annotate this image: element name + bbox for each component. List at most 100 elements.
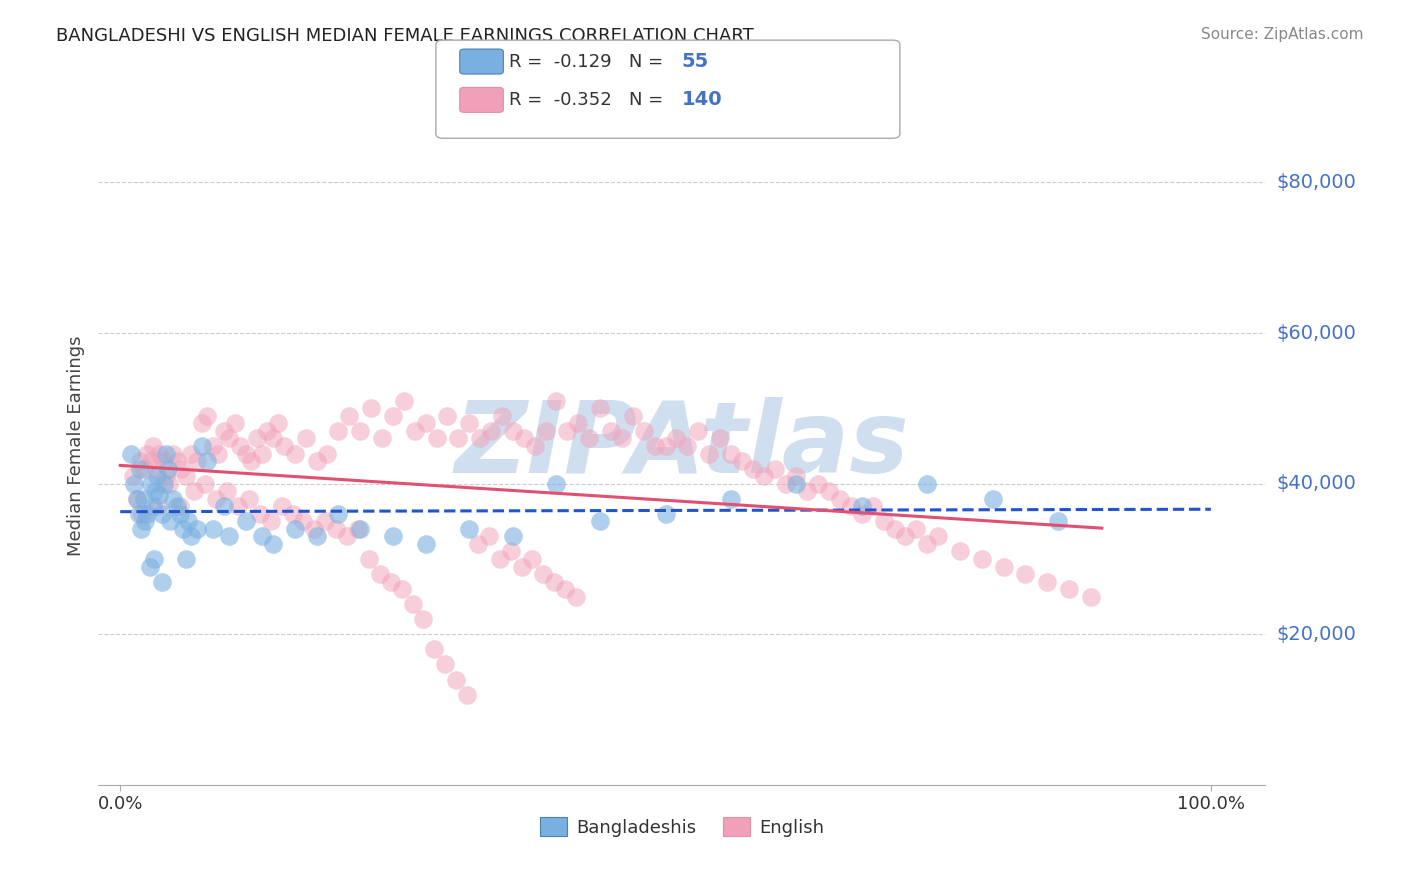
Point: [125, 491, 148, 506]
Point: [458, 522, 481, 536]
Point: [917, 476, 939, 491]
Point: [415, 537, 437, 551]
Point: [873, 514, 896, 528]
Point: [709, 432, 731, 446]
Point: [510, 559, 533, 574]
Point: [180, 446, 202, 460]
Point: [129, 522, 152, 536]
Point: [371, 432, 394, 446]
Point: [142, 500, 165, 514]
Point: [250, 446, 273, 460]
Text: 55: 55: [682, 52, 709, 71]
Point: [752, 469, 775, 483]
Point: [970, 552, 993, 566]
Point: [316, 446, 339, 460]
Point: [785, 469, 807, 483]
Point: [205, 491, 228, 506]
Point: [425, 432, 447, 446]
Point: [531, 567, 554, 582]
Point: [284, 446, 307, 460]
Point: [401, 597, 423, 611]
Point: [578, 432, 600, 446]
Point: [862, 500, 884, 514]
Point: [134, 514, 156, 528]
Point: [565, 590, 588, 604]
Point: [328, 507, 350, 521]
Point: [128, 461, 150, 475]
Point: [796, 484, 818, 499]
Text: BANGLADESHI VS ENGLISH MEDIAN FEMALE EARNINGS CORRELATION CHART: BANGLADESHI VS ENGLISH MEDIAN FEMALE EAR…: [56, 27, 754, 45]
Point: [347, 522, 370, 536]
Point: [142, 439, 165, 453]
Point: [197, 409, 219, 423]
Point: [851, 500, 873, 514]
Point: [122, 469, 145, 483]
Point: [305, 529, 328, 543]
Point: [146, 469, 169, 483]
Point: [169, 500, 191, 514]
Point: [357, 552, 380, 566]
Point: [927, 529, 949, 543]
Point: [159, 514, 181, 528]
Point: [412, 612, 434, 626]
Point: [136, 446, 159, 460]
Point: [131, 507, 153, 521]
Point: [186, 454, 208, 468]
Point: [267, 417, 290, 431]
Point: [380, 574, 402, 589]
Point: [148, 446, 170, 460]
Point: [235, 514, 257, 528]
Point: [281, 507, 304, 521]
Point: [262, 537, 284, 551]
Point: [134, 461, 156, 475]
Point: [488, 552, 510, 566]
Point: [434, 657, 457, 672]
Point: [124, 476, 146, 491]
Point: [467, 537, 489, 551]
Point: [177, 514, 200, 528]
Point: [1057, 582, 1080, 596]
Point: [981, 491, 1004, 506]
Point: [150, 574, 173, 589]
Point: [557, 424, 579, 438]
Point: [250, 529, 273, 543]
Point: [785, 476, 807, 491]
Point: [807, 476, 830, 491]
Point: [381, 409, 404, 423]
Point: [1047, 514, 1070, 528]
Point: [456, 688, 478, 702]
Point: [138, 559, 160, 574]
Point: [328, 424, 350, 438]
Point: [458, 417, 481, 431]
Point: [688, 424, 710, 438]
Point: [502, 424, 524, 438]
Point: [522, 552, 544, 566]
Point: [392, 393, 415, 408]
Point: [162, 446, 184, 460]
Point: [567, 417, 589, 431]
Point: [502, 529, 524, 543]
Point: [134, 491, 156, 506]
Point: [894, 529, 917, 543]
Point: [1080, 590, 1102, 604]
Point: [444, 673, 467, 687]
Point: [224, 417, 246, 431]
Point: [260, 514, 283, 528]
Point: [763, 461, 786, 475]
Point: [513, 432, 536, 446]
Point: [676, 439, 699, 453]
Point: [143, 552, 166, 566]
Point: [731, 454, 754, 468]
Point: [741, 461, 763, 475]
Point: [883, 522, 905, 536]
Point: [170, 461, 193, 475]
Point: [191, 439, 214, 453]
Point: [148, 500, 170, 514]
Point: [523, 439, 546, 453]
Point: [180, 529, 202, 543]
Point: [415, 417, 437, 431]
Point: [993, 559, 1015, 574]
Point: [360, 401, 382, 416]
Point: [128, 507, 150, 521]
Point: [143, 484, 166, 499]
